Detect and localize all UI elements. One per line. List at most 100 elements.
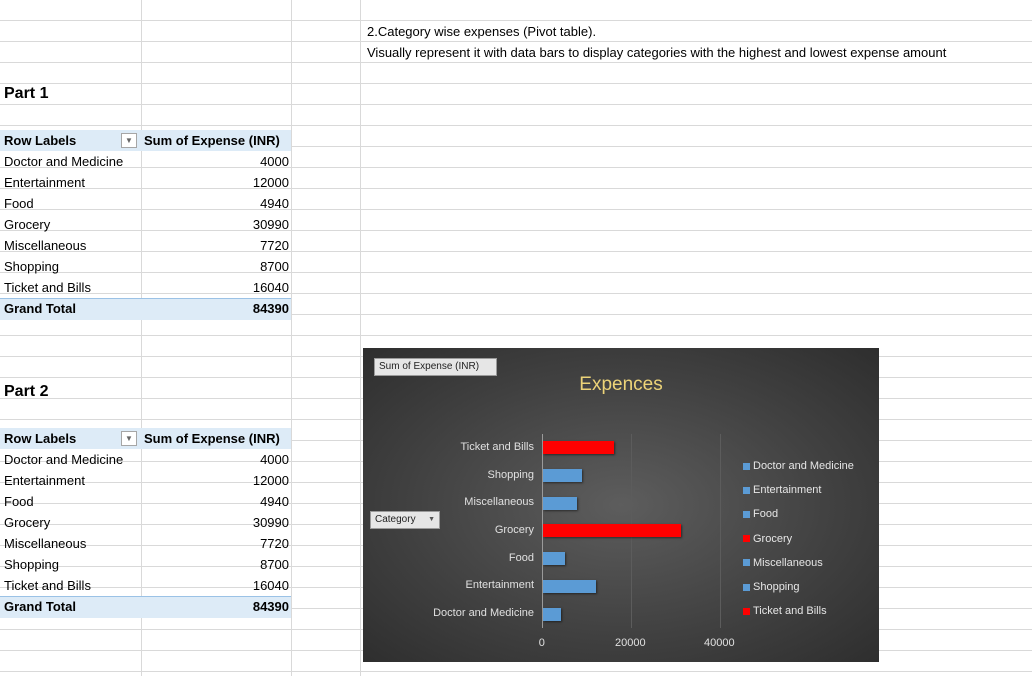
row-gridline — [0, 335, 1032, 336]
grand-total-value: 84390 — [252, 301, 289, 316]
task-note-line-1: 2.Category wise expenses (Pivot table). — [367, 24, 597, 39]
row-value: 16040 — [252, 280, 289, 295]
legend-label: Shopping — [753, 581, 800, 593]
row-label[interactable]: Entertainment — [4, 175, 85, 190]
row-labels-filter-button[interactable]: ▼ — [121, 431, 137, 446]
row-label[interactable]: Miscellaneous — [4, 536, 87, 551]
row-gridline — [0, 146, 1032, 147]
row-gridline — [0, 104, 1032, 105]
row-gridline — [0, 125, 1032, 126]
row-gridline — [0, 188, 1032, 189]
sum-of-expense-header: Sum of Expense (INR) — [144, 431, 280, 446]
row-gridline — [0, 230, 1032, 231]
row-labels-filter-button[interactable]: ▼ — [121, 133, 137, 148]
legend-item[interactable]: Ticket and Bills — [743, 605, 827, 617]
row-label[interactable]: Entertainment — [4, 473, 85, 488]
sum-of-expense-header: Sum of Expense (INR) — [144, 133, 280, 148]
legend-swatch — [743, 462, 750, 470]
column-gridline — [141, 0, 142, 676]
legend-item[interactable]: Shopping — [743, 581, 800, 593]
row-value: 7720 — [260, 536, 289, 551]
row-value: 12000 — [252, 473, 289, 488]
legend-label: Doctor and Medicine — [753, 460, 854, 472]
row-label[interactable]: Miscellaneous — [4, 238, 87, 253]
row-gridline — [0, 62, 1032, 63]
legend-swatch — [743, 559, 750, 567]
x-tick-label: 20000 — [615, 637, 646, 649]
part-1-title: Part 1 — [4, 85, 49, 102]
legend-item[interactable]: Food — [743, 508, 778, 520]
legend-item[interactable]: Entertainment — [743, 484, 821, 496]
pivot-header-bar — [0, 130, 291, 151]
row-value: 16040 — [252, 578, 289, 593]
bar-entertainment[interactable] — [543, 579, 597, 593]
bar-grocery[interactable] — [543, 524, 681, 538]
grand-total-label: Grand Total — [4, 301, 76, 316]
row-label[interactable]: Food — [4, 494, 34, 509]
row-value: 12000 — [252, 175, 289, 190]
y-category-label: Ticket and Bills — [460, 440, 534, 453]
row-gridline — [0, 671, 1032, 672]
row-value: 4000 — [260, 154, 289, 169]
y-category-label: Entertainment — [465, 579, 534, 592]
column-gridline — [360, 0, 361, 676]
legend-label: Ticket and Bills — [753, 605, 827, 618]
bar-shopping[interactable] — [543, 469, 582, 483]
row-gridline — [0, 251, 1032, 252]
row-gridline — [0, 314, 1032, 315]
row-gridline — [0, 167, 1032, 168]
legend-item[interactable]: Grocery — [743, 533, 792, 545]
legend-swatch — [743, 583, 750, 591]
y-category-label: Food — [508, 551, 534, 564]
legend-label: Food — [753, 508, 779, 521]
legend-label: Miscellaneous — [753, 556, 823, 569]
row-gridline — [0, 272, 1032, 273]
y-axis-line — [542, 434, 543, 628]
row-gridline — [0, 20, 1032, 21]
legend-swatch — [743, 486, 750, 494]
part-2-title: Part 2 — [4, 383, 49, 400]
legend-swatch — [743, 607, 750, 615]
chevron-down-icon: ▼ — [428, 516, 435, 523]
category-field-label: Category — [375, 514, 416, 525]
legend-label: Grocery — [753, 532, 793, 545]
bar-doctor-and-medicine[interactable] — [543, 607, 561, 621]
legend-swatch — [743, 510, 750, 518]
category-field-button[interactable]: Category ▼ — [370, 511, 440, 529]
row-label[interactable]: Food — [4, 196, 34, 211]
grand-total-value: 84390 — [252, 599, 289, 614]
legend-item[interactable]: Miscellaneous — [743, 557, 823, 569]
legend-swatch — [743, 535, 750, 543]
row-value: 7720 — [260, 238, 289, 253]
sum-field-button[interactable]: Sum of Expense (INR) — [374, 358, 497, 376]
pivot-chart[interactable]: Sum of Expense (INR) Expences Category ▼… — [363, 348, 879, 662]
y-category-label: Shopping — [487, 468, 535, 481]
row-label[interactable]: Grocery — [4, 515, 51, 530]
row-label[interactable]: Grocery — [4, 217, 51, 232]
row-gridline — [0, 83, 1032, 84]
task-note-line-2: Visually represent it with data bars to … — [367, 45, 947, 60]
row-labels-header: Row Labels — [4, 133, 77, 148]
row-label[interactable]: Doctor and Medicine — [4, 452, 124, 467]
row-value: 4940 — [260, 196, 289, 211]
chevron-down-icon: ▼ — [125, 434, 133, 443]
y-category-label: Doctor and Medicine — [433, 607, 534, 620]
legend-item[interactable]: Doctor and Medicine — [743, 460, 854, 472]
grand-total-bar — [0, 596, 291, 618]
row-value: 30990 — [252, 515, 289, 530]
row-gridline — [0, 293, 1032, 294]
row-label[interactable]: Shopping — [4, 259, 59, 274]
chart-title: Expences — [579, 374, 663, 395]
y-category-label: Grocery — [494, 523, 534, 536]
row-value: 30990 — [252, 217, 289, 232]
row-label[interactable]: Doctor and Medicine — [4, 154, 124, 169]
bar-food[interactable] — [543, 552, 565, 566]
row-value: 8700 — [260, 259, 289, 274]
row-label[interactable]: Ticket and Bills — [4, 280, 91, 295]
row-label[interactable]: Shopping — [4, 557, 59, 572]
bar-ticket-and-bills[interactable] — [543, 441, 615, 455]
row-gridline — [0, 41, 1032, 42]
row-label[interactable]: Ticket and Bills — [4, 578, 91, 593]
pivot-header-bar — [0, 428, 291, 449]
bar-miscellaneous[interactable] — [543, 496, 578, 510]
